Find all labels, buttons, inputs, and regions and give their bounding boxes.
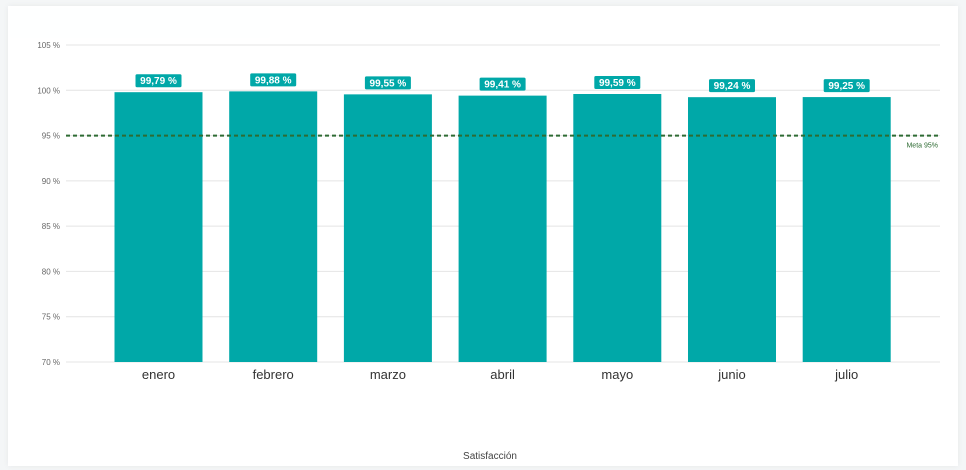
y-tick-label: 70 % xyxy=(42,358,60,367)
bar[interactable] xyxy=(458,95,547,362)
x-tick-label: julio xyxy=(834,367,858,382)
bar[interactable] xyxy=(688,97,776,363)
reference-line-group: Meta 95% xyxy=(66,134,940,150)
x-tick-label: marzo xyxy=(370,367,406,382)
bar[interactable] xyxy=(114,92,203,362)
x-tick-label: abril xyxy=(490,367,515,382)
data-label: 99,24 % xyxy=(714,81,751,92)
bar[interactable] xyxy=(229,91,318,363)
bar[interactable] xyxy=(343,94,432,363)
x-axis: enero febrero marzo abril mayo junio julio xyxy=(142,367,858,382)
reference-line-label: Meta 95% xyxy=(906,143,938,150)
data-label-box xyxy=(479,77,526,91)
x-axis-title: Satisfacción xyxy=(463,451,517,462)
data-label: 99,79 % xyxy=(140,76,177,87)
data-label-box xyxy=(823,79,870,93)
x-tick-label: enero xyxy=(142,367,175,382)
data-label: 99,88 % xyxy=(255,75,292,86)
y-tick-label: 105 % xyxy=(37,41,60,50)
x-tick-label: mayo xyxy=(601,367,633,382)
y-tick-label: 100 % xyxy=(37,86,60,95)
data-label-box xyxy=(709,79,755,93)
bars xyxy=(114,91,891,363)
data-label-box xyxy=(364,76,411,90)
data-label: 99,41 % xyxy=(484,80,521,91)
data-label-box xyxy=(594,75,641,89)
x-tick-label: febrero xyxy=(253,367,294,382)
y-axis: 70 % 75 % 80 % 85 % 90 % 95 % 100 % 105 % xyxy=(37,41,60,367)
y-tick-label: 80 % xyxy=(42,267,60,276)
y-tick-label: 85 % xyxy=(42,222,60,231)
data-label: 99,25 % xyxy=(828,81,865,92)
data-label-box xyxy=(135,74,182,88)
x-tick-label: junio xyxy=(717,367,745,382)
data-label: 99,59 % xyxy=(599,78,636,89)
y-tick-label: 90 % xyxy=(42,177,60,186)
y-tick-label: 95 % xyxy=(42,132,60,141)
data-label: 99,55 % xyxy=(370,78,407,89)
y-tick-label: 75 % xyxy=(42,313,60,322)
bar[interactable] xyxy=(802,97,891,362)
data-label-box xyxy=(250,73,297,87)
bar[interactable] xyxy=(573,93,662,362)
data-labels: 99,79 % 99,88 % 99,55 % 99,41 % 99,59 % 99,24… xyxy=(135,73,870,93)
